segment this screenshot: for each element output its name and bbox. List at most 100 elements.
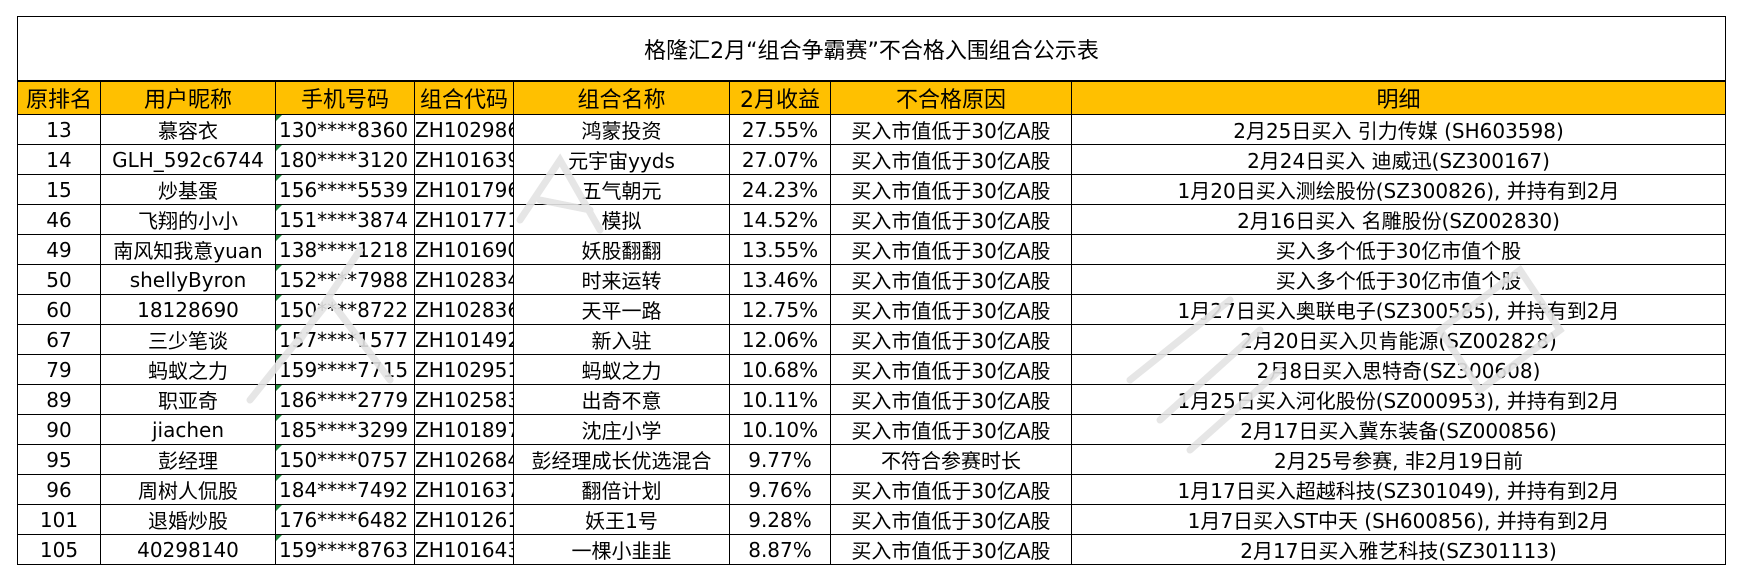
cell-phone[interactable]: 150****8722: [275, 294, 415, 325]
cell-code[interactable]: ZH101643: [414, 534, 514, 565]
cell-detail[interactable]: 1月7日买入ST中天 (SH600856), 并持有到2月: [1070, 504, 1727, 535]
cell-phone[interactable]: 152****7988: [275, 264, 415, 295]
cell-portfolio-name[interactable]: 五气朝元: [513, 174, 730, 205]
cell-portfolio-name[interactable]: 一棵小韭韭: [513, 534, 730, 565]
cell-code[interactable]: ZH102684: [414, 444, 514, 475]
cell-portfolio-name[interactable]: 模拟: [513, 204, 730, 235]
cell-return[interactable]: 14.52%: [729, 204, 831, 235]
cell-code[interactable]: ZH101637: [414, 474, 514, 505]
cell-rank[interactable]: 89: [17, 384, 101, 415]
cell-phone[interactable]: 159****7715: [275, 354, 415, 385]
table-title[interactable]: 格隆汇2月“组合争霸赛”不合格入围组合公示表: [16, 16, 1727, 82]
cell-phone[interactable]: 180****3120: [275, 144, 415, 175]
cell-portfolio-name[interactable]: 时来运转: [513, 264, 730, 295]
cell-reason[interactable]: 买入市值低于30亿A股: [830, 504, 1072, 535]
cell-rank[interactable]: 60: [17, 294, 101, 325]
cell-reason[interactable]: 买入市值低于30亿A股: [830, 324, 1072, 355]
cell-nickname[interactable]: 40298140: [100, 534, 276, 565]
cell-code[interactable]: ZH102836: [414, 294, 514, 325]
cell-reason[interactable]: 买入市值低于30亿A股: [830, 204, 1072, 235]
cell-reason[interactable]: 买入市值低于30亿A股: [830, 294, 1072, 325]
header-cell-return[interactable]: 2月收益: [729, 80, 831, 115]
cell-detail[interactable]: 买入多个低于30亿市值个股: [1070, 264, 1727, 295]
cell-detail[interactable]: 2月25号参赛, 非2月19日前: [1070, 444, 1727, 475]
cell-return[interactable]: 8.87%: [729, 534, 831, 565]
cell-reason[interactable]: 买入市值低于30亿A股: [830, 534, 1072, 565]
cell-nickname[interactable]: shellyByron: [100, 264, 276, 295]
cell-reason[interactable]: 不符合参赛时长: [830, 444, 1072, 475]
cell-code[interactable]: ZH101771: [414, 204, 514, 235]
cell-return[interactable]: 13.46%: [729, 264, 831, 295]
cell-nickname[interactable]: 退婚炒股: [100, 504, 276, 535]
cell-rank[interactable]: 90: [17, 414, 101, 445]
header-cell-nickname[interactable]: 用户昵称: [100, 80, 276, 115]
cell-nickname[interactable]: GLH_592c6744: [100, 144, 276, 175]
cell-nickname[interactable]: 彭经理: [100, 444, 276, 475]
cell-code[interactable]: ZH101796: [414, 174, 514, 205]
header-cell-code[interactable]: 组合代码: [414, 80, 514, 115]
cell-nickname[interactable]: 飞翔的小小: [100, 204, 276, 235]
cell-reason[interactable]: 买入市值低于30亿A股: [830, 174, 1072, 205]
cell-detail[interactable]: 2月20日买入贝肯能源(SZ002828): [1070, 324, 1727, 355]
header-cell-portfolio-name[interactable]: 组合名称: [513, 80, 730, 115]
cell-code[interactable]: ZH102951: [414, 354, 514, 385]
cell-reason[interactable]: 买入市值低于30亿A股: [830, 264, 1072, 295]
cell-detail[interactable]: 2月25日买入 引力传媒 (SH603598): [1070, 114, 1727, 145]
cell-nickname[interactable]: 周树人侃股: [100, 474, 276, 505]
cell-rank[interactable]: 15: [17, 174, 101, 205]
cell-reason[interactable]: 买入市值低于30亿A股: [830, 414, 1072, 445]
cell-phone[interactable]: 150****0757: [275, 444, 415, 475]
cell-nickname[interactable]: 蚂蚁之力: [100, 354, 276, 385]
cell-return[interactable]: 27.07%: [729, 144, 831, 175]
cell-return[interactable]: 9.28%: [729, 504, 831, 535]
cell-reason[interactable]: 买入市值低于30亿A股: [830, 384, 1072, 415]
header-cell-reason[interactable]: 不合格原因: [830, 80, 1072, 115]
cell-return[interactable]: 24.23%: [729, 174, 831, 205]
cell-detail[interactable]: 1月25日买入河化股份(SZ000953), 并持有到2月: [1070, 384, 1727, 415]
cell-rank[interactable]: 50: [17, 264, 101, 295]
cell-code[interactable]: ZH102583: [414, 384, 514, 415]
cell-detail[interactable]: 1月27日买入奥联电子(SZ300585), 并持有到2月: [1070, 294, 1727, 325]
cell-portfolio-name[interactable]: 天平一路: [513, 294, 730, 325]
cell-rank[interactable]: 13: [17, 114, 101, 145]
cell-phone[interactable]: 157****1577: [275, 324, 415, 355]
cell-detail[interactable]: 2月8日买入思特奇(SZ300608): [1070, 354, 1727, 385]
cell-rank[interactable]: 14: [17, 144, 101, 175]
cell-detail[interactable]: 2月24日买入 迪威迅(SZ300167): [1070, 144, 1727, 175]
cell-rank[interactable]: 49: [17, 234, 101, 265]
cell-portfolio-name[interactable]: 出奇不意: [513, 384, 730, 415]
header-cell-detail[interactable]: 明细: [1070, 80, 1727, 115]
cell-detail[interactable]: 1月20日买入测绘股份(SZ300826), 并持有到2月: [1070, 174, 1727, 205]
cell-return[interactable]: 9.76%: [729, 474, 831, 505]
cell-reason[interactable]: 买入市值低于30亿A股: [830, 114, 1072, 145]
cell-return[interactable]: 12.75%: [729, 294, 831, 325]
cell-nickname[interactable]: 职亚奇: [100, 384, 276, 415]
cell-reason[interactable]: 买入市值低于30亿A股: [830, 354, 1072, 385]
cell-nickname[interactable]: 南风知我意yuan: [100, 234, 276, 265]
cell-phone[interactable]: 151****3874: [275, 204, 415, 235]
cell-code[interactable]: ZH102986: [414, 114, 514, 145]
cell-reason[interactable]: 买入市值低于30亿A股: [830, 234, 1072, 265]
cell-rank[interactable]: 67: [17, 324, 101, 355]
cell-nickname[interactable]: 18128690: [100, 294, 276, 325]
cell-return[interactable]: 27.55%: [729, 114, 831, 145]
cell-rank[interactable]: 101: [17, 504, 101, 535]
cell-nickname[interactable]: 炒基蛋: [100, 174, 276, 205]
cell-return[interactable]: 10.10%: [729, 414, 831, 445]
cell-rank[interactable]: 95: [17, 444, 101, 475]
cell-phone[interactable]: 159****8763: [275, 534, 415, 565]
cell-nickname[interactable]: 三少笔谈: [100, 324, 276, 355]
cell-rank[interactable]: 79: [17, 354, 101, 385]
cell-phone[interactable]: 184****7492: [275, 474, 415, 505]
cell-rank[interactable]: 105: [17, 534, 101, 565]
cell-portfolio-name[interactable]: 鸿蒙投资: [513, 114, 730, 145]
cell-phone[interactable]: 130****8360: [275, 114, 415, 145]
cell-portfolio-name[interactable]: 妖王1号: [513, 504, 730, 535]
cell-detail[interactable]: 买入多个低于30亿市值个股: [1070, 234, 1727, 265]
cell-code[interactable]: ZH101639: [414, 144, 514, 175]
header-cell-rank[interactable]: 原排名: [17, 80, 101, 115]
cell-return[interactable]: 10.68%: [729, 354, 831, 385]
cell-reason[interactable]: 买入市值低于30亿A股: [830, 474, 1072, 505]
cell-return[interactable]: 12.06%: [729, 324, 831, 355]
cell-portfolio-name[interactable]: 元宇宙yyds: [513, 144, 730, 175]
